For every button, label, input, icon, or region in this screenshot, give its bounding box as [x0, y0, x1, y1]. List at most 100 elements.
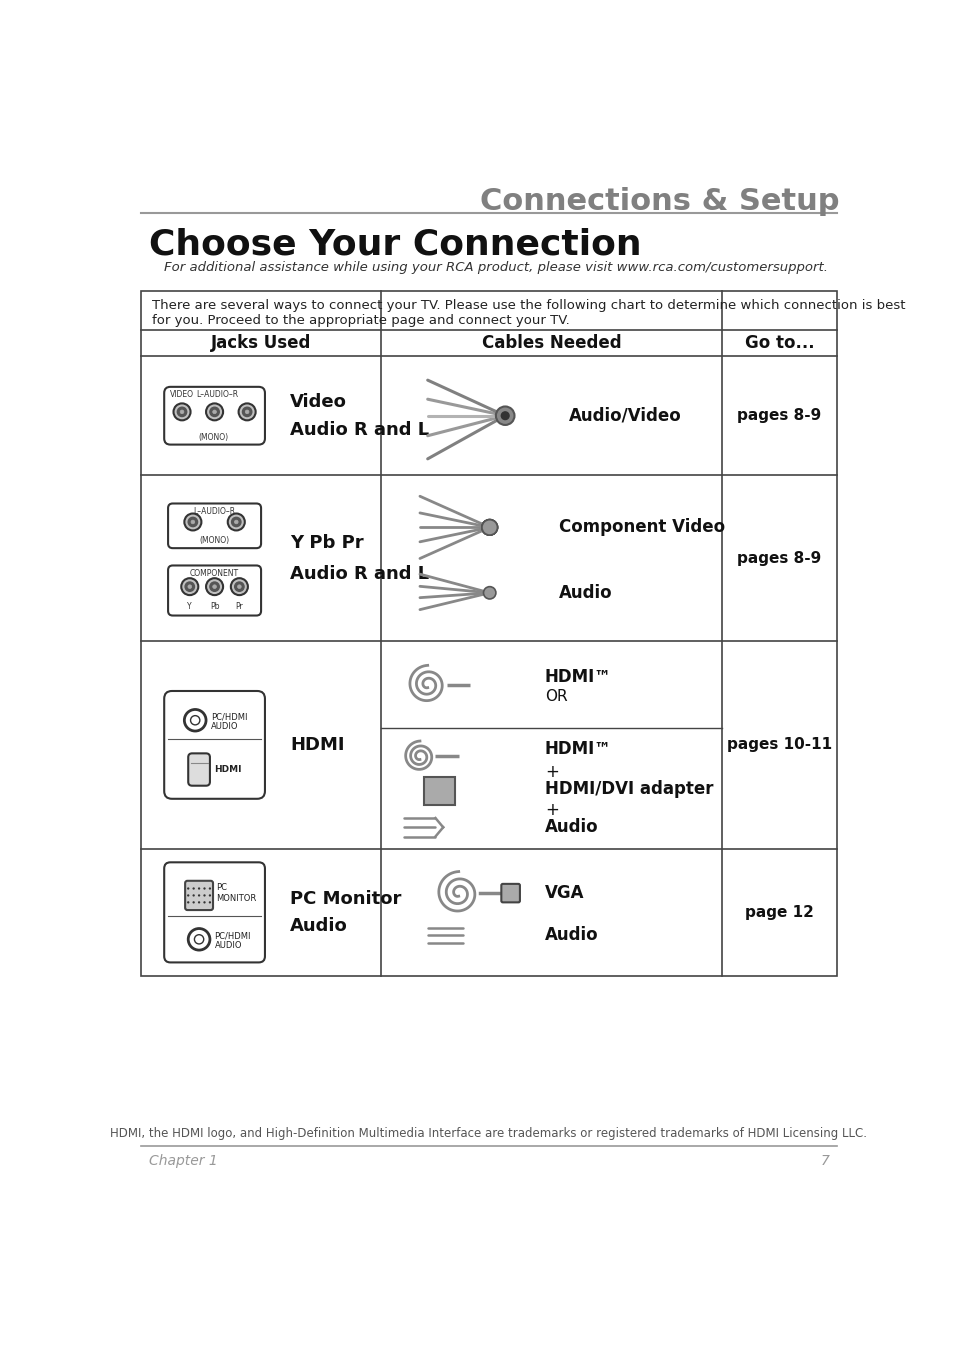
Circle shape: [191, 520, 194, 524]
Circle shape: [206, 578, 223, 595]
Circle shape: [193, 902, 194, 903]
Circle shape: [481, 520, 497, 535]
Circle shape: [209, 887, 211, 890]
Text: pages 8-9: pages 8-9: [737, 408, 821, 423]
FancyBboxPatch shape: [164, 863, 265, 963]
Text: HDMI/DVI adapter: HDMI/DVI adapter: [544, 780, 713, 798]
Text: There are several ways to connect your TV. Please use the following chart to det: There are several ways to connect your T…: [152, 300, 904, 327]
Circle shape: [209, 902, 211, 903]
Text: Audio R and L: Audio R and L: [290, 564, 429, 583]
Circle shape: [209, 894, 211, 896]
Circle shape: [481, 520, 497, 535]
Text: Choose Your Connection: Choose Your Connection: [149, 227, 640, 262]
Circle shape: [210, 408, 219, 417]
Text: (MONO): (MONO): [199, 536, 230, 545]
Text: Audio: Audio: [290, 917, 347, 936]
Circle shape: [213, 585, 216, 589]
Text: 7: 7: [820, 1154, 828, 1169]
Circle shape: [187, 887, 190, 890]
FancyBboxPatch shape: [185, 880, 213, 910]
Text: +: +: [544, 802, 558, 819]
FancyBboxPatch shape: [500, 884, 519, 902]
Text: L–AUDIO–R: L–AUDIO–R: [193, 506, 235, 516]
Circle shape: [203, 894, 206, 896]
Circle shape: [237, 585, 241, 589]
FancyBboxPatch shape: [168, 504, 261, 548]
Text: Connections & Setup: Connections & Setup: [480, 186, 840, 216]
FancyBboxPatch shape: [164, 691, 265, 799]
Circle shape: [197, 887, 200, 890]
Text: HDMI: HDMI: [290, 736, 344, 753]
Text: PC Monitor: PC Monitor: [290, 890, 401, 907]
Circle shape: [481, 520, 497, 535]
Text: +: +: [544, 763, 558, 780]
Circle shape: [481, 520, 497, 535]
Text: VIDEO: VIDEO: [170, 390, 193, 398]
Circle shape: [188, 585, 192, 589]
Bar: [141, 329, 381, 356]
Text: Y Pb Pr: Y Pb Pr: [290, 533, 363, 552]
Text: Audio: Audio: [544, 926, 598, 945]
Circle shape: [191, 716, 199, 725]
Text: OR: OR: [544, 688, 567, 703]
Circle shape: [234, 520, 238, 524]
Circle shape: [187, 902, 190, 903]
Circle shape: [188, 929, 210, 950]
FancyBboxPatch shape: [168, 566, 261, 616]
Text: page 12: page 12: [744, 904, 813, 919]
Text: PC/HDMI: PC/HDMI: [214, 931, 251, 941]
Circle shape: [210, 582, 219, 591]
Circle shape: [197, 894, 200, 896]
Circle shape: [206, 404, 223, 420]
Text: Jacks Used: Jacks Used: [211, 333, 311, 352]
Circle shape: [231, 578, 248, 595]
Text: COMPONENT: COMPONENT: [190, 568, 239, 578]
Bar: [721, 329, 836, 356]
FancyBboxPatch shape: [188, 753, 210, 786]
Circle shape: [483, 587, 496, 599]
Text: pages 10-11: pages 10-11: [726, 737, 831, 752]
Text: Pr: Pr: [235, 602, 243, 610]
Circle shape: [193, 887, 194, 890]
Bar: [141, 292, 836, 329]
Circle shape: [188, 517, 197, 526]
Circle shape: [242, 408, 252, 417]
Text: AUDIO: AUDIO: [214, 941, 242, 950]
Circle shape: [184, 710, 206, 732]
Text: pages 8-9: pages 8-9: [737, 551, 821, 566]
Text: PC/HDMI: PC/HDMI: [211, 713, 247, 722]
Text: HDMI: HDMI: [214, 765, 242, 774]
Circle shape: [500, 412, 509, 420]
Text: Cables Needed: Cables Needed: [481, 333, 620, 352]
Circle shape: [228, 513, 245, 531]
Text: Audio R and L: Audio R and L: [290, 421, 429, 439]
Circle shape: [481, 520, 497, 535]
Circle shape: [185, 582, 194, 591]
Circle shape: [173, 404, 191, 420]
Text: L–AUDIO–R: L–AUDIO–R: [195, 390, 237, 398]
FancyBboxPatch shape: [164, 387, 265, 444]
Circle shape: [181, 578, 198, 595]
Circle shape: [194, 934, 204, 944]
Text: Audio/Video: Audio/Video: [568, 406, 680, 425]
Bar: [423, 778, 455, 805]
Circle shape: [496, 406, 514, 425]
Text: AUDIO: AUDIO: [211, 722, 238, 730]
Text: Y: Y: [188, 602, 192, 610]
Circle shape: [177, 408, 187, 417]
Text: HDMI™: HDMI™: [544, 668, 611, 686]
Text: For additional assistance while using your RCA product, please visit www.rca.com: For additional assistance while using yo…: [164, 261, 827, 274]
Text: Video: Video: [290, 393, 347, 410]
Text: Audio: Audio: [558, 583, 612, 602]
Text: PC
MONITOR: PC MONITOR: [216, 883, 256, 903]
Circle shape: [180, 410, 184, 413]
Circle shape: [184, 513, 201, 531]
Text: (MONO): (MONO): [198, 432, 228, 441]
Text: Audio: Audio: [544, 818, 598, 836]
Circle shape: [187, 894, 190, 896]
Text: HDMI, the HDMI logo, and High-Definition Multimedia Interface are trademarks or : HDMI, the HDMI logo, and High-Definition…: [111, 1127, 866, 1141]
Circle shape: [234, 582, 244, 591]
Circle shape: [238, 404, 255, 420]
Circle shape: [197, 902, 200, 903]
Text: Go to...: Go to...: [744, 333, 814, 352]
